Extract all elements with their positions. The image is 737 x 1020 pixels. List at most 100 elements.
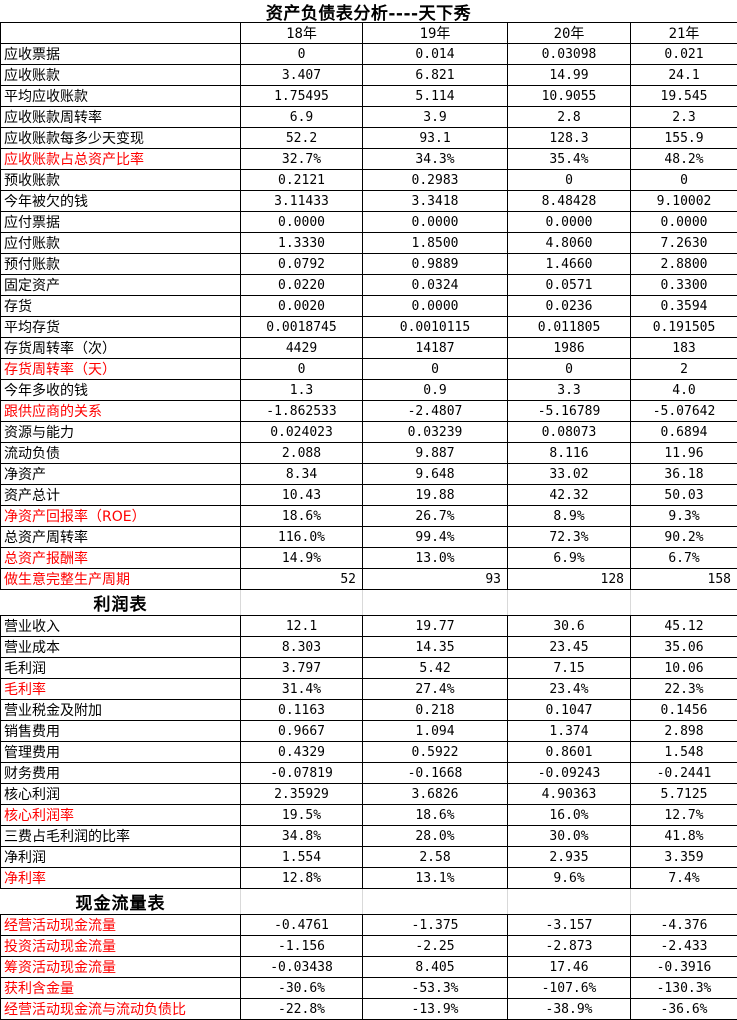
value-cell[interactable]: 8.405	[363, 957, 508, 978]
row-label-cell[interactable]: 净资产	[1, 464, 241, 485]
value-cell[interactable]: 30.6	[508, 616, 631, 637]
value-cell[interactable]: 9.6%	[508, 868, 631, 889]
value-cell[interactable]: 4.90363	[508, 784, 631, 805]
value-cell[interactable]: 7.15	[508, 658, 631, 679]
value-cell[interactable]: 0.014	[363, 44, 508, 65]
value-cell[interactable]: 7.2630	[631, 233, 737, 254]
value-cell[interactable]: 18.6%	[241, 506, 363, 527]
value-cell[interactable]: 18.6%	[363, 805, 508, 826]
row-label-cell[interactable]: 营业收入	[1, 616, 241, 637]
value-cell[interactable]: 0.2121	[241, 170, 363, 191]
row-label-cell[interactable]: 平均应收账款	[1, 86, 241, 107]
value-cell[interactable]: -130.3%	[631, 978, 737, 999]
value-cell[interactable]: 10.9055	[508, 86, 631, 107]
value-cell[interactable]: -4.376	[631, 915, 737, 936]
value-cell[interactable]: -2.433	[631, 936, 737, 957]
value-cell[interactable]: 0.0018745	[241, 317, 363, 338]
year-header-cell[interactable]: 18年	[241, 23, 363, 44]
value-cell[interactable]: 6.9%	[508, 548, 631, 569]
year-header-cell[interactable]: 20年	[508, 23, 631, 44]
value-cell[interactable]: 0.03098	[508, 44, 631, 65]
value-cell[interactable]: 9.3%	[631, 506, 737, 527]
value-cell[interactable]: 0.9667	[241, 721, 363, 742]
value-cell[interactable]: 4.8060	[508, 233, 631, 254]
value-cell[interactable]: 0.4329	[241, 742, 363, 763]
value-cell[interactable]: -3.157	[508, 915, 631, 936]
value-cell[interactable]: 13.0%	[363, 548, 508, 569]
value-cell[interactable]: 42.32	[508, 485, 631, 506]
value-cell[interactable]: 0.011805	[508, 317, 631, 338]
value-cell[interactable]: 9.887	[363, 443, 508, 464]
value-cell[interactable]: -2.873	[508, 936, 631, 957]
value-cell[interactable]: 0.191505	[631, 317, 737, 338]
row-label-cell[interactable]: 应付账款	[1, 233, 241, 254]
row-label-cell[interactable]: 存货	[1, 296, 241, 317]
row-label-cell[interactable]: 财务费用	[1, 763, 241, 784]
value-cell[interactable]: 0.2983	[363, 170, 508, 191]
value-cell[interactable]: 0.8601	[508, 742, 631, 763]
value-cell[interactable]: 93	[363, 569, 508, 590]
value-cell[interactable]: 155.9	[631, 128, 737, 149]
value-cell[interactable]: 6.821	[363, 65, 508, 86]
value-cell[interactable]: 90.2%	[631, 527, 737, 548]
value-cell[interactable]: 1.374	[508, 721, 631, 742]
value-cell[interactable]: 1.75495	[241, 86, 363, 107]
value-cell[interactable]: 0.0020	[241, 296, 363, 317]
value-cell[interactable]: -2.25	[363, 936, 508, 957]
value-cell[interactable]: 0.9	[363, 380, 508, 401]
value-cell[interactable]: -22.8%	[241, 999, 363, 1020]
value-cell[interactable]: 3.3	[508, 380, 631, 401]
value-cell[interactable]: 99.4%	[363, 527, 508, 548]
value-cell[interactable]: 72.3%	[508, 527, 631, 548]
row-label-cell[interactable]: 毛利率	[1, 679, 241, 700]
value-cell[interactable]: 128	[508, 569, 631, 590]
row-label-cell[interactable]: 预收账款	[1, 170, 241, 191]
value-cell[interactable]: 2.35929	[241, 784, 363, 805]
row-label-cell[interactable]: 应收账款每多少天变现	[1, 128, 241, 149]
value-cell[interactable]: -5.16789	[508, 401, 631, 422]
row-label-cell[interactable]: 平均存货	[1, 317, 241, 338]
value-cell[interactable]: 0.0571	[508, 275, 631, 296]
row-label-cell[interactable]: 经营活动现金流与流动负债比	[1, 999, 241, 1020]
value-cell[interactable]: 2.898	[631, 721, 737, 742]
value-cell[interactable]: 8.303	[241, 637, 363, 658]
row-label-cell[interactable]: 核心利润率	[1, 805, 241, 826]
value-cell[interactable]: -0.03438	[241, 957, 363, 978]
value-cell[interactable]: 0.6894	[631, 422, 737, 443]
value-cell[interactable]: 19.545	[631, 86, 737, 107]
row-label-cell[interactable]: 应收票据	[1, 44, 241, 65]
value-cell[interactable]: 1.3	[241, 380, 363, 401]
value-cell[interactable]: 12.7%	[631, 805, 737, 826]
value-cell[interactable]: 2.3	[631, 107, 737, 128]
value-cell[interactable]: 6.7%	[631, 548, 737, 569]
value-cell[interactable]: 32.7%	[241, 149, 363, 170]
value-cell[interactable]: -0.07819	[241, 763, 363, 784]
value-cell[interactable]: 50.03	[631, 485, 737, 506]
value-cell[interactable]: 1.548	[631, 742, 737, 763]
value-cell[interactable]: 2	[631, 359, 737, 380]
value-cell[interactable]: 3.11433	[241, 191, 363, 212]
value-cell[interactable]: 14.9%	[241, 548, 363, 569]
value-cell[interactable]: 24.1	[631, 65, 737, 86]
value-cell[interactable]: 0	[241, 359, 363, 380]
row-label-cell[interactable]: 应付票据	[1, 212, 241, 233]
section-header-cell-income-statement[interactable]: 利润表	[1, 590, 737, 616]
row-label-cell[interactable]: 净资产回报率（ROE）	[1, 506, 241, 527]
value-cell[interactable]: 31.4%	[241, 679, 363, 700]
value-cell[interactable]: 34.8%	[241, 826, 363, 847]
value-cell[interactable]: -1.862533	[241, 401, 363, 422]
row-label-cell[interactable]: 毛利润	[1, 658, 241, 679]
value-cell[interactable]: -1.375	[363, 915, 508, 936]
value-cell[interactable]: 1.4660	[508, 254, 631, 275]
value-cell[interactable]: 0	[631, 170, 737, 191]
value-cell[interactable]: 0.0000	[631, 212, 737, 233]
value-cell[interactable]: -0.09243	[508, 763, 631, 784]
value-cell[interactable]: 158	[631, 569, 737, 590]
value-cell[interactable]: 4429	[241, 338, 363, 359]
value-cell[interactable]: 0.0010115	[363, 317, 508, 338]
value-cell[interactable]: 10.06	[631, 658, 737, 679]
value-cell[interactable]: 0.03239	[363, 422, 508, 443]
row-label-cell[interactable]: 存货周转率（次）	[1, 338, 241, 359]
value-cell[interactable]: 11.96	[631, 443, 737, 464]
row-label-cell[interactable]: 应收账款	[1, 65, 241, 86]
